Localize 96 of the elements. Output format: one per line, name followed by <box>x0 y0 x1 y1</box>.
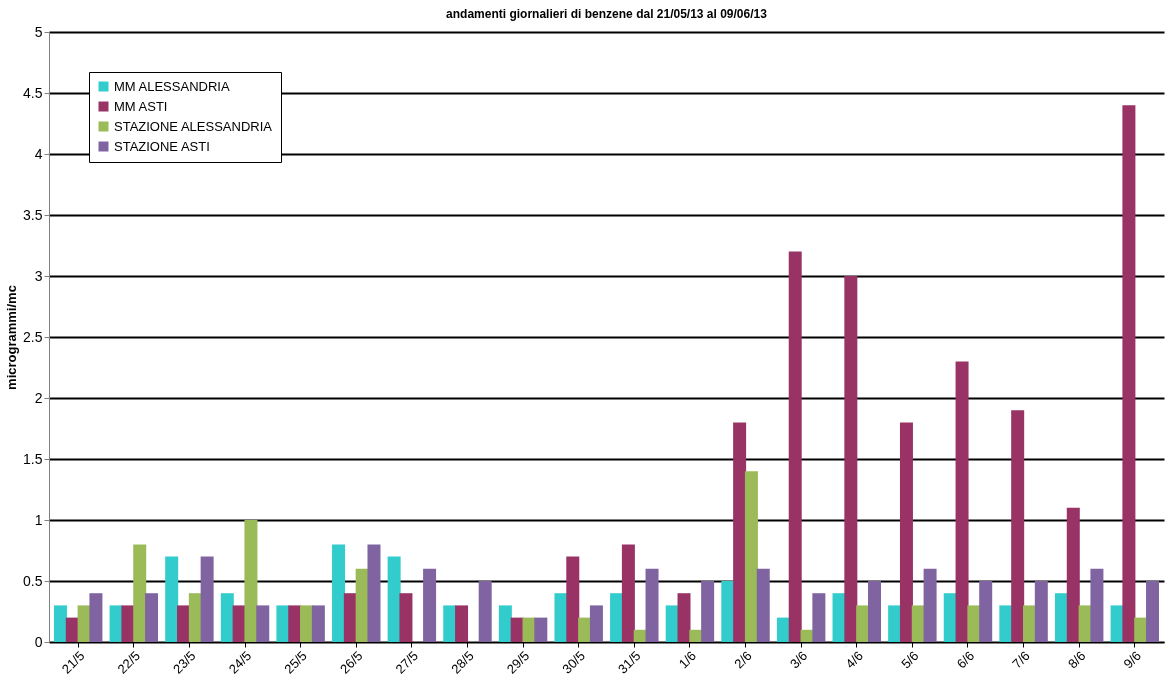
y-tick-label: 2.5 <box>23 328 43 345</box>
bar <box>145 593 159 642</box>
y-tick-label: 0 <box>34 633 43 650</box>
bar <box>534 617 548 642</box>
bar <box>1134 617 1148 642</box>
bar <box>288 605 302 642</box>
bar <box>367 544 381 642</box>
bar <box>423 568 437 642</box>
bar <box>220 593 234 642</box>
x-tick-label: 9/6 <box>1120 648 1144 672</box>
bar <box>455 605 469 642</box>
bar <box>867 581 881 642</box>
bar <box>121 605 135 642</box>
bar <box>244 520 258 642</box>
bar <box>943 593 957 642</box>
y-tick-label: 4 <box>34 145 43 162</box>
y-tick-label: 1 <box>34 511 43 528</box>
x-tick-label: 5/6 <box>898 648 922 672</box>
bar <box>633 629 647 642</box>
bar <box>133 544 147 642</box>
x-tick-label: 6/6 <box>953 648 978 672</box>
bar <box>343 593 357 642</box>
bar <box>701 581 715 642</box>
y-tick-label: 0.5 <box>23 572 43 589</box>
x-tick-label: 31/5 <box>614 648 644 677</box>
bar <box>300 605 314 642</box>
bar <box>89 593 103 642</box>
bar <box>589 605 603 642</box>
bar <box>1022 605 1036 642</box>
bar <box>332 544 346 642</box>
bar <box>677 593 691 642</box>
bar <box>665 605 679 642</box>
bar <box>967 605 981 642</box>
bar <box>1066 507 1080 642</box>
bar <box>53 605 67 642</box>
bar <box>1122 105 1136 642</box>
bar <box>165 556 179 642</box>
bar <box>955 361 969 642</box>
y-tick-label: 5 <box>34 23 43 40</box>
bar <box>443 605 457 642</box>
y-tick-label: 1.5 <box>23 450 43 467</box>
bar <box>188 593 202 642</box>
bar <box>566 556 580 642</box>
y-tick-label: 2 <box>34 389 43 406</box>
bar <box>1034 581 1048 642</box>
bar <box>610 593 624 642</box>
bar <box>844 276 858 642</box>
bar <box>554 593 568 642</box>
bar <box>645 568 659 642</box>
bar <box>177 605 191 642</box>
bar <box>1090 568 1104 642</box>
x-tick-label: 7/6 <box>1009 648 1033 672</box>
x-tick-label: 2/6 <box>731 648 755 672</box>
legend-label: STAZIONE ASTI <box>114 138 210 154</box>
legend-label: MM ALESSANDRIA <box>114 78 230 94</box>
bar <box>911 605 925 642</box>
bar <box>387 556 401 642</box>
x-tick-label: 4/6 <box>842 648 866 672</box>
bar <box>999 605 1013 642</box>
x-tick-label: 3/6 <box>786 648 811 672</box>
x-tick-label: 1/6 <box>675 648 700 672</box>
y-tick-label: 3 <box>34 267 43 284</box>
bar <box>478 581 492 642</box>
chart-title: andamenti giornalieri di benzene dal 21/05/13 al 09/06/13 <box>446 7 768 21</box>
bar <box>923 568 937 642</box>
bar <box>979 581 993 642</box>
bar <box>744 471 758 642</box>
bar <box>1054 593 1068 642</box>
y-tick-label: 3.5 <box>23 206 43 223</box>
bar <box>856 605 870 642</box>
x-tick-label: 8/6 <box>1065 648 1089 672</box>
legend-label: STAZIONE ALESSANDRIA <box>114 118 273 134</box>
bar <box>256 605 270 642</box>
bar <box>788 251 802 642</box>
bar <box>721 581 735 642</box>
bar <box>311 605 325 642</box>
bar <box>812 593 826 642</box>
bar <box>689 629 703 642</box>
bar <box>276 605 290 642</box>
bar <box>1011 410 1025 642</box>
bar <box>1146 581 1160 642</box>
bar <box>399 593 413 642</box>
bar <box>733 422 747 642</box>
bar <box>621 544 635 642</box>
bar <box>578 617 592 642</box>
bar <box>498 605 512 642</box>
bar <box>888 605 902 642</box>
bar <box>65 617 79 642</box>
y-tick-label: 4.5 <box>23 84 43 101</box>
bar <box>522 617 536 642</box>
legend-label: MM ASTI <box>114 98 168 114</box>
bar <box>200 556 214 642</box>
bar <box>899 422 913 642</box>
bar <box>756 568 770 642</box>
bar <box>776 617 790 642</box>
y-axis-title: microgrammi/mc <box>4 285 20 390</box>
